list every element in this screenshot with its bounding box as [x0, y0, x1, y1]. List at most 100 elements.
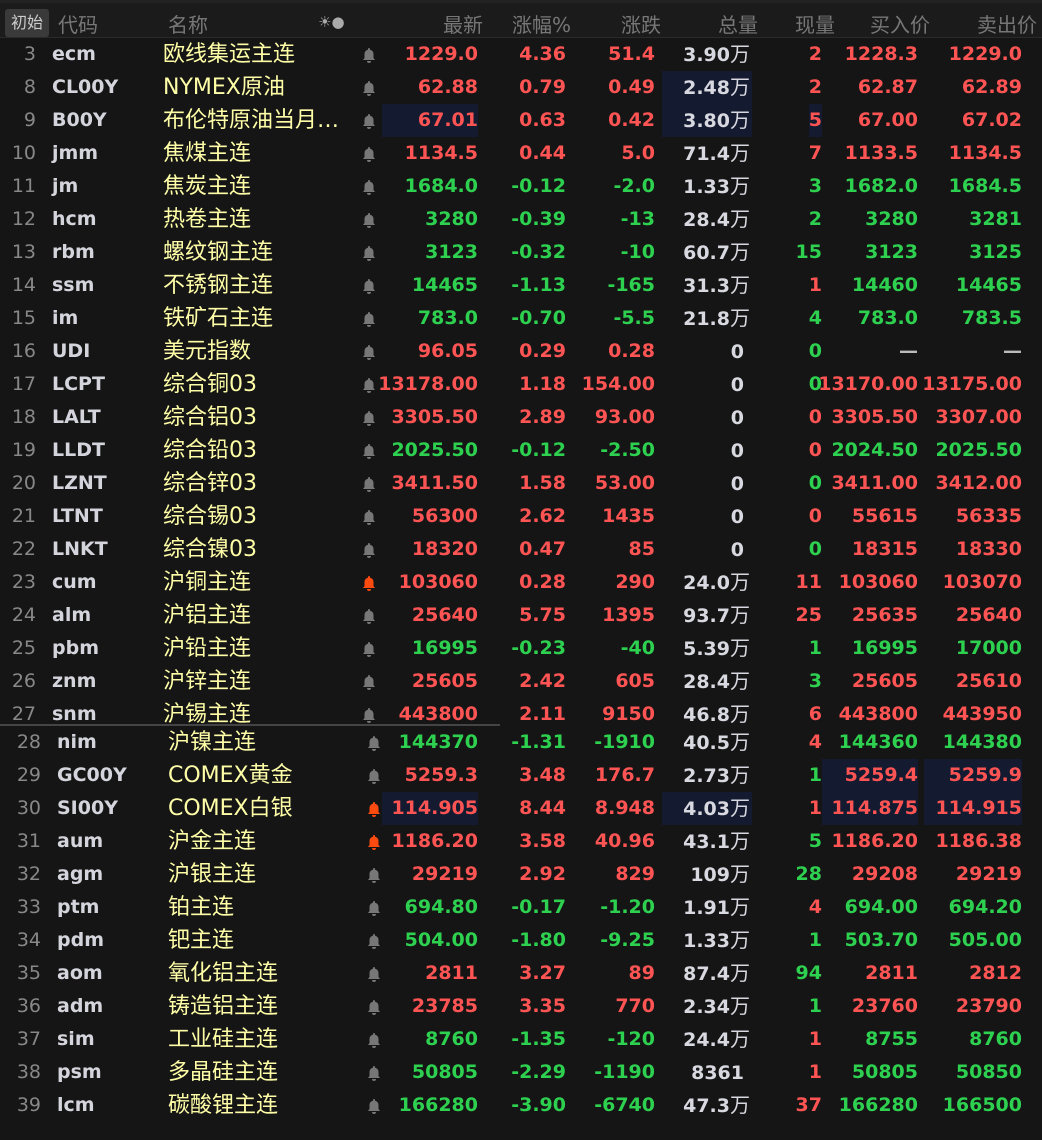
quote-row[interactable]: 28 nim 沪镍主连 144370 -1.31 -1910 4 144360 144380 40… — [0, 726, 1042, 759]
symbol-name: 沪镍主连 — [168, 730, 257, 755]
bell-icon[interactable] — [367, 891, 381, 924]
row-number: 22 — [11, 538, 36, 560]
col-name[interactable]: 名称 — [168, 13, 208, 37]
last-price: 96.05 — [417, 340, 478, 362]
quote-row[interactable]: 31 aum 沪金主连 1186.20 3.58 40.96 5 1186.20 1186.38… — [0, 825, 1042, 858]
bell-icon[interactable] — [362, 500, 376, 533]
symbol-code: LTNT — [52, 505, 103, 527]
quote-row[interactable]: 19 LLDT 综合铅03 2025.50 -0.12 -2.50 0 2024.50 2025… — [0, 434, 1042, 467]
bell-icon[interactable] — [362, 599, 376, 632]
bell-icon[interactable] — [362, 467, 376, 500]
quote-row[interactable]: 38 psm 多晶硅主连 50805 -2.29 -1190 1 50805 50850 8361 — [0, 1056, 1042, 1089]
quote-row[interactable]: 3 ecm 欧线集运主连 1229.0 4.36 51.4 2 1228.3 1229.0 3.9… — [0, 38, 1042, 71]
change-amount: -5.5 — [613, 307, 655, 329]
bell-icon[interactable] — [367, 1056, 381, 1089]
row-number: 14 — [11, 274, 36, 296]
bell-icon[interactable] — [362, 269, 376, 302]
symbol-code: LLDT — [52, 439, 105, 461]
col-pct[interactable]: 涨幅% — [511, 13, 571, 37]
current-volume: 5 — [808, 104, 822, 137]
quote-row[interactable]: 39 lcm 碳酸锂主连 166280 -3.90 -6740 37 166280 166500… — [0, 1089, 1042, 1122]
bell-icon[interactable] — [362, 698, 376, 731]
quote-row[interactable]: 10 jmm 焦煤主连 1134.5 0.44 5.0 7 1133.5 1134.5 71.4万 — [0, 137, 1042, 170]
quote-row[interactable]: 24 alm 沪铝主连 25640 5.75 1395 25 25635 25640 93.7万 — [0, 599, 1042, 632]
quote-row[interactable]: 36 adm 铸造铝主连 23785 3.35 770 1 23760 23790 2.34万 — [0, 990, 1042, 1023]
quote-row[interactable]: 11 jm 焦炭主连 1684.0 -0.12 -2.0 3 1682.0 1684.5 1.33… — [0, 170, 1042, 203]
volume-unit: 万 — [730, 895, 750, 919]
quote-row[interactable]: 9 B00Y 布伦特原油当月… 67.01 0.63 0.42 5 67.00 67.02 3.8… — [0, 104, 1042, 137]
bell-icon[interactable] — [362, 170, 376, 203]
quote-row[interactable]: 12 hcm 热卷主连 3280 -0.39 -13 2 3280 3281 28.4万 — [0, 203, 1042, 236]
bell-icon[interactable] — [362, 71, 376, 104]
quote-row[interactable]: 37 sim 工业硅主连 8760 -1.35 -120 1 8755 8760 24.4万 — [0, 1023, 1042, 1056]
col-change[interactable]: 涨跌 — [621, 13, 661, 37]
quote-row[interactable]: 29 GC00Y COMEX黄金 5259.3 3.48 176.7 1 5259.4 5259… — [0, 759, 1042, 792]
quote-row[interactable]: 27 snm 沪锡主连 443800 2.11 9150 6 443800 443950 46.8… — [0, 698, 1042, 731]
change-percent: 2.92 — [519, 863, 566, 885]
quote-row[interactable]: 13 rbm 螺纹钢主连 3123 -0.32 -10 15 3123 3125 60.7万 — [0, 236, 1042, 269]
quote-row[interactable]: 8 CL00Y NYMEX原油 62.88 0.79 0.49 2 62.87 62.89 2.4… — [0, 71, 1042, 104]
init-button[interactable]: 初始 — [5, 9, 49, 37]
col-alert-icons[interactable]: ☀● — [318, 13, 345, 31]
bell-icon[interactable] — [362, 368, 376, 401]
bell-icon[interactable] — [367, 924, 381, 957]
quote-row[interactable]: 18 LALT 综合铝03 3305.50 2.89 93.00 0 3305.50 3307.… — [0, 401, 1042, 434]
total-volume: 2.73万 — [662, 759, 752, 792]
quote-row[interactable]: 26 znm 沪锌主连 25605 2.42 605 3 25605 25610 28.4万 — [0, 665, 1042, 698]
quote-row[interactable]: 25 pbm 沪铅主连 16995 -0.23 -40 1 16995 17000 5.39万 — [0, 632, 1042, 665]
bell-icon[interactable] — [367, 957, 381, 990]
symbol-name: 综合锌03 — [163, 471, 257, 496]
quote-row[interactable]: 22 LNKT 综合镍03 18320 0.47 85 0 18315 18330 0 — [0, 533, 1042, 566]
bell-icon[interactable] — [362, 566, 376, 599]
change-percent: -0.23 — [511, 637, 566, 659]
col-ask[interactable]: 卖出价 — [977, 13, 1037, 37]
quote-row[interactable]: 33 ptm 铂主连 694.80 -0.17 -1.20 4 694.00 694.20 1.9… — [0, 891, 1042, 924]
bell-icon[interactable] — [362, 632, 376, 665]
quote-row[interactable]: 17 LCPT 综合铜03 13178.00 1.18 154.00 0 13170.00 13… — [0, 368, 1042, 401]
quote-row[interactable]: 14 ssm 不锈钢主连 14465 -1.13 -165 1 14460 14465 31.3万 — [0, 269, 1042, 302]
last-price: 3123 — [425, 241, 478, 263]
bell-icon[interactable] — [362, 335, 376, 368]
bell-icon[interactable] — [367, 1023, 381, 1056]
bell-icon[interactable] — [367, 858, 381, 891]
col-last[interactable]: 最新 — [443, 13, 483, 37]
bell-icon[interactable] — [362, 401, 376, 434]
col-current-vol[interactable]: 现量 — [795, 13, 835, 37]
quote-row[interactable]: 30 SI00Y COMEX白银 114.905 8.44 8.948 1 114.875 11… — [0, 792, 1042, 825]
col-volume[interactable]: 总量 — [718, 13, 758, 37]
quote-row[interactable]: 20 LZNT 综合锌03 3411.50 1.58 53.00 0 3411.00 3412.… — [0, 467, 1042, 500]
bell-icon[interactable] — [362, 104, 376, 137]
quote-row[interactable]: 23 cum 沪铜主连 103060 0.28 290 11 103060 103070 24.0… — [0, 566, 1042, 599]
bell-icon[interactable] — [367, 759, 381, 792]
bell-icon[interactable] — [367, 726, 381, 759]
current-volume: 7 — [808, 142, 822, 164]
bell-icon[interactable] — [367, 990, 381, 1023]
symbol-name: 焦煤主连 — [163, 141, 252, 166]
bell-icon[interactable] — [362, 533, 376, 566]
bell-icon[interactable] — [362, 137, 376, 170]
quote-row[interactable]: 21 LTNT 综合锡03 56300 2.62 1435 0 55615 56335 0 — [0, 500, 1042, 533]
col-bid[interactable]: 买入价 — [870, 13, 930, 37]
volume-value: 109 — [690, 864, 730, 886]
quote-row[interactable]: 15 im 铁矿石主连 783.0 -0.70 -5.5 4 783.0 783.5 21.8万 — [0, 302, 1042, 335]
bell-icon[interactable] — [362, 665, 376, 698]
bell-icon[interactable] — [367, 1089, 381, 1122]
bell-icon[interactable] — [367, 792, 381, 825]
symbol-code: adm — [57, 995, 104, 1017]
quote-row[interactable]: 16 UDI 美元指数 96.05 0.29 0.28 0 — — 0 — [0, 335, 1042, 368]
volume-unit: 万 — [730, 273, 750, 297]
quote-row[interactable]: 34 pdm 钯主连 504.00 -1.80 -9.25 1 503.70 505.00 1.3… — [0, 924, 1042, 957]
bid-price: 1228.3 — [844, 43, 918, 65]
bell-icon[interactable] — [362, 302, 376, 335]
volume-unit: 万 — [730, 702, 750, 726]
bell-icon[interactable] — [367, 825, 381, 858]
bell-icon[interactable] — [362, 203, 376, 236]
col-code[interactable]: 代码 — [58, 13, 98, 37]
bell-icon[interactable] — [362, 434, 376, 467]
quote-row[interactable]: 35 aom 氧化铝主连 2811 3.27 89 94 2811 2812 87.4万 — [0, 957, 1042, 990]
bell-icon[interactable] — [362, 38, 376, 71]
bell-icon[interactable] — [362, 236, 376, 269]
quote-row[interactable]: 32 agm 沪银主连 29219 2.92 829 28 29208 29219 109万 — [0, 858, 1042, 891]
symbol-code: rbm — [52, 241, 95, 263]
bid-price: 25635 — [851, 604, 918, 626]
